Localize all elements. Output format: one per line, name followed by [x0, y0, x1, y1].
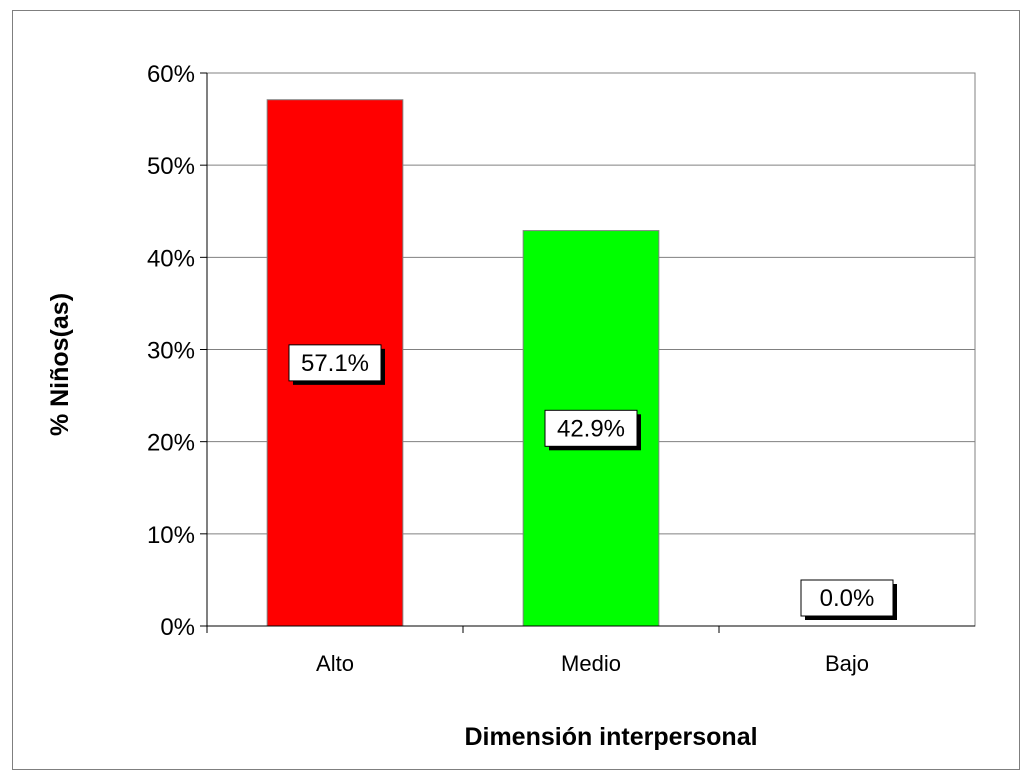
data-label: 0.0% [820, 585, 875, 612]
data-label-box [288, 344, 382, 382]
axes: 0% 10% 20% 30% 40% 50% 60% Alto Medio Bajo [147, 61, 975, 676]
y-tick-label: 0% [160, 614, 195, 641]
x-tick-label: Bajo [825, 651, 869, 676]
data-label: 57.1% [301, 350, 369, 377]
data-label-box [800, 579, 894, 617]
y-tick-label: 30% [147, 338, 195, 365]
data-label-box [544, 409, 638, 447]
x-axis-title: Dimensión interpersonal [464, 723, 757, 751]
y-tick-label: 10% [147, 522, 195, 549]
data-labels: 57.1% 42.9% 0.0% [288, 344, 897, 620]
x-tick-label: Medio [561, 651, 621, 676]
y-tick-label: 50% [147, 153, 195, 180]
y-tick-label: 40% [147, 245, 195, 272]
x-tick-label: Alto [316, 651, 354, 676]
y-tick-label: 60% [147, 61, 195, 88]
y-tick-label: 20% [147, 430, 195, 457]
data-label: 42.9% [557, 415, 625, 442]
y-axis-title: % Niños(as) [46, 293, 74, 436]
